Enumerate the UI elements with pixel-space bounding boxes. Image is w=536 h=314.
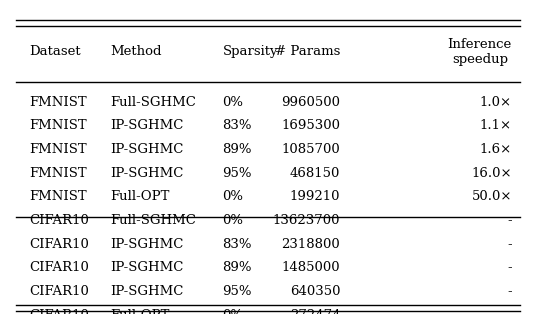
- Text: 95%: 95%: [222, 167, 252, 180]
- Text: -: -: [507, 214, 512, 227]
- Text: 2318800: 2318800: [281, 238, 340, 251]
- Text: IP-SGHMC: IP-SGHMC: [110, 119, 183, 132]
- Text: IP-SGHMC: IP-SGHMC: [110, 285, 183, 298]
- Text: 1.0×: 1.0×: [480, 95, 512, 109]
- Text: 83%: 83%: [222, 238, 252, 251]
- Text: 83%: 83%: [222, 119, 252, 132]
- Text: -: -: [507, 285, 512, 298]
- Text: 1.1×: 1.1×: [480, 119, 512, 132]
- Text: 468150: 468150: [290, 167, 340, 180]
- Text: Full-SGHMC: Full-SGHMC: [110, 95, 196, 109]
- Text: Sparsity: Sparsity: [222, 45, 278, 58]
- Text: 13623700: 13623700: [273, 214, 340, 227]
- Text: 1695300: 1695300: [281, 119, 340, 132]
- Text: Full-OPT: Full-OPT: [110, 309, 169, 314]
- Text: 89%: 89%: [222, 262, 252, 274]
- Text: 640350: 640350: [290, 285, 340, 298]
- Text: # Params: # Params: [275, 45, 340, 58]
- Text: IP-SGHMC: IP-SGHMC: [110, 167, 183, 180]
- Text: 1485000: 1485000: [282, 262, 340, 274]
- Text: FMNIST: FMNIST: [29, 143, 87, 156]
- Text: 0%: 0%: [222, 309, 243, 314]
- Text: FMNIST: FMNIST: [29, 119, 87, 132]
- Text: Method: Method: [110, 45, 161, 58]
- Text: 0%: 0%: [222, 190, 243, 203]
- Text: IP-SGHMC: IP-SGHMC: [110, 262, 183, 274]
- Text: 1.6×: 1.6×: [480, 143, 512, 156]
- Text: FMNIST: FMNIST: [29, 190, 87, 203]
- Text: -: -: [507, 238, 512, 251]
- Text: FMNIST: FMNIST: [29, 95, 87, 109]
- Text: 272474: 272474: [290, 309, 340, 314]
- Text: CIFAR10: CIFAR10: [29, 214, 90, 227]
- Text: 50.0×: 50.0×: [471, 190, 512, 203]
- Text: CIFAR10: CIFAR10: [29, 238, 90, 251]
- Text: FMNIST: FMNIST: [29, 167, 87, 180]
- Text: IP-SGHMC: IP-SGHMC: [110, 238, 183, 251]
- Text: 1085700: 1085700: [281, 143, 340, 156]
- Text: CIFAR10: CIFAR10: [29, 285, 90, 298]
- Text: 9960500: 9960500: [281, 95, 340, 109]
- Text: IP-SGHMC: IP-SGHMC: [110, 143, 183, 156]
- Text: 0%: 0%: [222, 214, 243, 227]
- Text: -: -: [507, 309, 512, 314]
- Text: 0%: 0%: [222, 95, 243, 109]
- Text: Dataset: Dataset: [29, 45, 81, 58]
- Text: CIFAR10: CIFAR10: [29, 309, 90, 314]
- Text: Full-OPT: Full-OPT: [110, 190, 169, 203]
- Text: -: -: [507, 262, 512, 274]
- Text: 16.0×: 16.0×: [471, 167, 512, 180]
- Text: 199210: 199210: [290, 190, 340, 203]
- Text: 89%: 89%: [222, 143, 252, 156]
- Text: CIFAR10: CIFAR10: [29, 262, 90, 274]
- Text: 95%: 95%: [222, 285, 252, 298]
- Text: Inference
speedup: Inference speedup: [448, 38, 512, 66]
- Text: Full-SGHMC: Full-SGHMC: [110, 214, 196, 227]
